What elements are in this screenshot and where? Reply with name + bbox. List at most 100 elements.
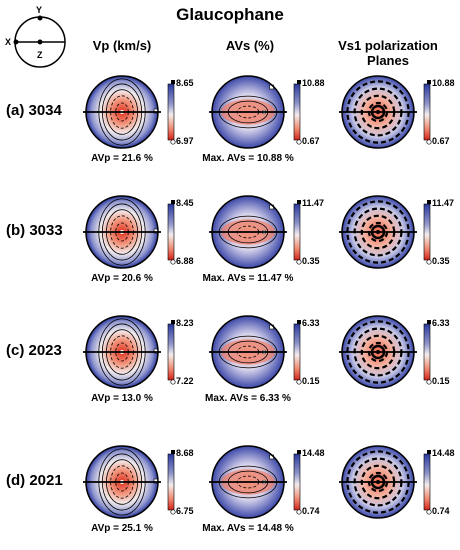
vp-caption: AVp = 13.0 % — [91, 393, 153, 404]
min-glyph — [296, 379, 302, 385]
net-outline — [341, 75, 415, 149]
column-header-polarization: Vs1 polarization Planes — [338, 38, 438, 68]
pol-max-value: 11.47 — [432, 198, 455, 208]
pol-min-value: 0.74 — [432, 506, 450, 516]
vp-stereonet — [83, 445, 161, 519]
avs-caption: Max. AVs = 6.33 % — [205, 393, 291, 404]
column-header-vp: Vp (km/s) — [92, 38, 152, 53]
pol-max-value: 10.88 — [432, 78, 455, 88]
colour-bar — [423, 83, 431, 141]
colour-bar — [423, 323, 431, 381]
net-outline — [211, 75, 285, 149]
max-glyph — [297, 80, 301, 84]
vp-stereonet — [83, 315, 161, 389]
vp-caption: AVp = 21.6 % — [91, 153, 153, 164]
pol-min-value: 0.35 — [432, 256, 450, 266]
colour-bar — [423, 203, 431, 261]
max-glyph — [427, 320, 431, 324]
pol-min-value: 0.67 — [432, 136, 450, 146]
colour-bar — [293, 203, 301, 261]
vp-min-value: 6.97 — [176, 136, 194, 146]
max-glyph — [171, 320, 175, 324]
net-outline — [85, 75, 159, 149]
vp-min-value: 6.88 — [176, 256, 194, 266]
avs-max-value: 14.48 — [302, 448, 325, 458]
pol-stereonet — [339, 315, 417, 389]
pol-min-value: 0.15 — [432, 376, 450, 386]
row-label: (b) 3033 — [6, 222, 63, 239]
net-outline — [85, 315, 159, 389]
net-outline — [211, 315, 285, 389]
min-glyph — [296, 259, 302, 265]
min-glyph — [170, 259, 176, 265]
max-glyph — [297, 450, 301, 454]
min-glyph — [296, 509, 302, 515]
vp-max-value: 8.68 — [176, 448, 194, 458]
row-label: (d) 2021 — [6, 472, 63, 489]
vp-min-value: 6.75 — [176, 506, 194, 516]
max-glyph — [297, 320, 301, 324]
net-outline — [85, 195, 159, 269]
colour-bar — [167, 83, 175, 141]
avs-stereonet — [209, 195, 287, 269]
vp-stereonet — [83, 195, 161, 269]
max-glyph — [427, 80, 431, 84]
column-header-avs: AVs (%) — [225, 38, 275, 53]
reference-axes-diagram — [13, 15, 66, 68]
min-glyph — [426, 509, 432, 515]
max-glyph — [171, 450, 175, 454]
net-outline — [341, 315, 415, 389]
avs-caption: Max. AVs = 11.47 % — [202, 273, 294, 284]
vp-max-value: 8.65 — [176, 78, 194, 88]
min-glyph — [426, 379, 432, 385]
avs-stereonet — [209, 315, 287, 389]
colour-bar — [167, 453, 175, 511]
avs-caption: Max. AVs = 10.88 % — [202, 153, 294, 164]
vp-max-value: 8.45 — [176, 198, 194, 208]
net-outline — [85, 445, 159, 519]
z-axis-dot — [37, 39, 43, 45]
vp-max-value: 8.23 — [176, 318, 194, 328]
min-glyph — [170, 379, 176, 385]
avs-min-value: 0.74 — [302, 506, 320, 516]
x-axis-dot — [13, 39, 19, 45]
colour-bar — [167, 323, 175, 381]
pol-max-value: 14.48 — [432, 448, 455, 458]
avs-min-value: 0.35 — [302, 256, 320, 266]
avs-stereonet — [209, 75, 287, 149]
avs-max-value: 11.47 — [302, 198, 325, 208]
max-glyph — [171, 80, 175, 84]
max-glyph — [171, 200, 175, 204]
min-glyph — [426, 139, 432, 145]
max-glyph — [427, 200, 431, 204]
colour-bar — [167, 203, 175, 261]
net-outline — [211, 445, 285, 519]
avs-max-value: 10.88 — [302, 78, 325, 88]
x-axis-label: X — [5, 37, 12, 47]
y-axis-dot — [37, 15, 43, 21]
colour-bar — [423, 453, 431, 511]
pol-stereonet — [339, 445, 417, 519]
net-outline — [341, 445, 415, 519]
row-label: (a) 3034 — [6, 102, 62, 119]
avs-max-value: 6.33 — [302, 318, 320, 328]
max-glyph — [427, 450, 431, 454]
avs-stereonet — [209, 445, 287, 519]
net-outline — [211, 195, 285, 269]
pol-stereonet — [339, 75, 417, 149]
min-glyph — [426, 259, 432, 265]
figure-title: Glaucophane — [176, 5, 284, 24]
vp-min-value: 7.22 — [176, 376, 194, 386]
colour-bar — [293, 83, 301, 141]
avs-min-value: 0.67 — [302, 136, 320, 146]
avs-caption: Max. AVs = 14.48 % — [202, 523, 294, 534]
row-label: (c) 2023 — [6, 342, 62, 359]
y-axis-label: Y — [36, 5, 43, 15]
min-glyph — [170, 139, 176, 145]
colour-bar — [293, 323, 301, 381]
vp-caption: AVp = 25.1 % — [91, 523, 153, 534]
colour-bar — [293, 453, 301, 511]
pol-max-value: 6.33 — [432, 318, 450, 328]
max-glyph — [297, 200, 301, 204]
